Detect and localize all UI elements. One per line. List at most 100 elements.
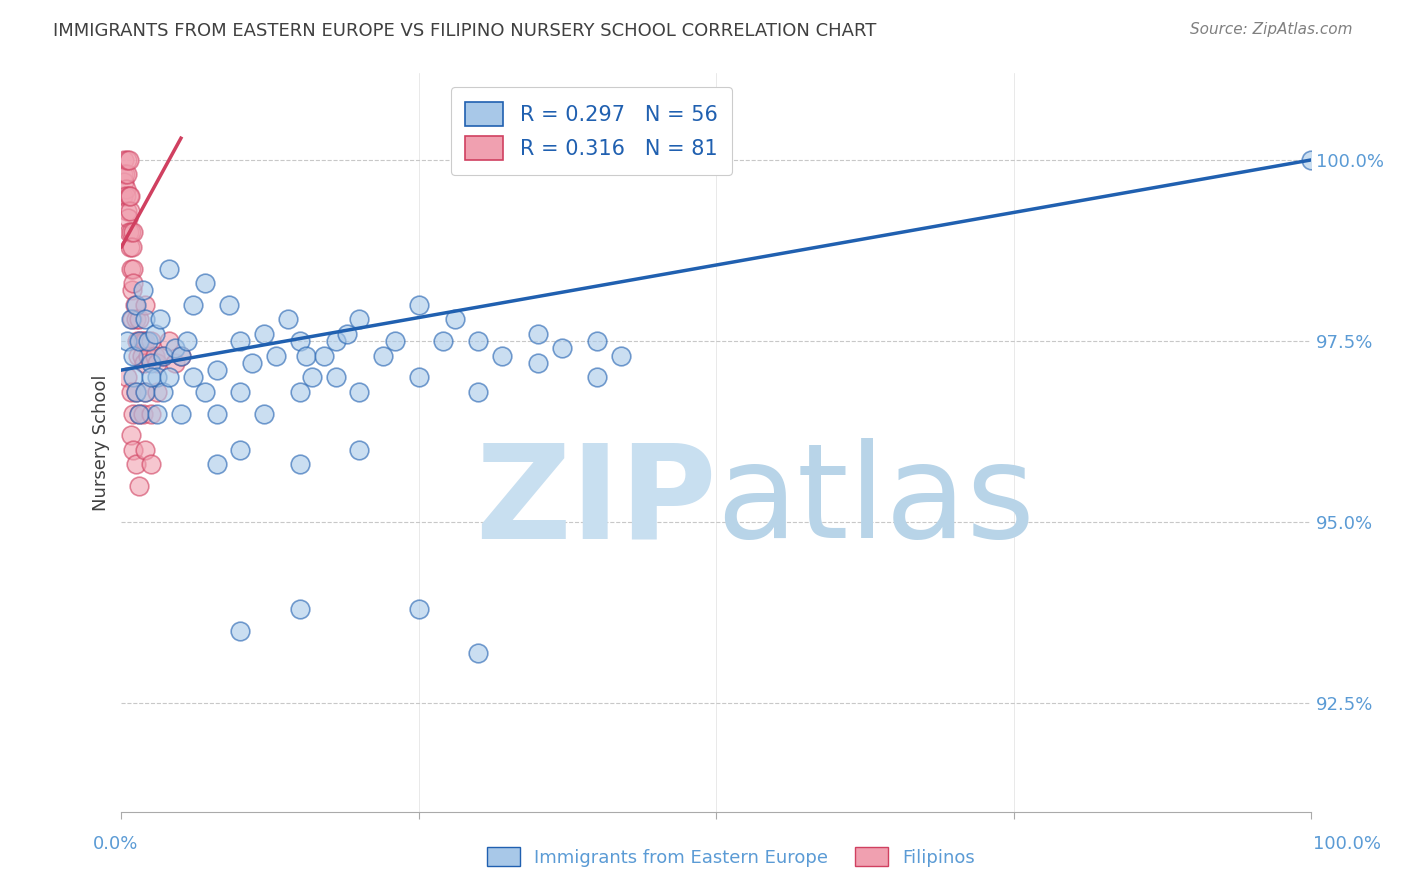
Point bbox=[125, 457, 148, 471]
Legend: Immigrants from Eastern Europe, Filipinos: Immigrants from Eastern Europe, Filipino… bbox=[479, 840, 983, 874]
Point bbox=[125, 384, 148, 399]
Point bbox=[117, 203, 139, 218]
Point bbox=[181, 298, 204, 312]
Point bbox=[141, 370, 163, 384]
Point bbox=[112, 153, 135, 167]
Point bbox=[128, 407, 150, 421]
Point bbox=[122, 407, 145, 421]
Point bbox=[157, 334, 180, 348]
Point bbox=[349, 312, 371, 326]
Point bbox=[295, 349, 318, 363]
Point bbox=[132, 284, 155, 298]
Point bbox=[128, 334, 150, 348]
Point bbox=[121, 284, 143, 298]
Point bbox=[115, 168, 138, 182]
Point bbox=[467, 384, 489, 399]
Point bbox=[349, 384, 371, 399]
Point bbox=[325, 370, 347, 384]
Point bbox=[127, 349, 149, 363]
Point bbox=[143, 326, 166, 341]
Point bbox=[141, 356, 163, 370]
Point bbox=[122, 370, 145, 384]
Point bbox=[120, 428, 142, 442]
Point bbox=[432, 334, 454, 348]
Point bbox=[288, 457, 311, 471]
Point bbox=[181, 370, 204, 384]
Point bbox=[120, 384, 142, 399]
Point bbox=[114, 182, 136, 196]
Point bbox=[148, 312, 170, 326]
Point bbox=[373, 349, 395, 363]
Point bbox=[131, 349, 153, 363]
Point bbox=[111, 168, 134, 182]
Point bbox=[229, 384, 252, 399]
Point bbox=[146, 356, 169, 370]
Point bbox=[586, 370, 609, 384]
Point bbox=[349, 442, 371, 457]
Point bbox=[117, 153, 139, 167]
Point bbox=[128, 312, 150, 326]
Point bbox=[146, 407, 169, 421]
Point bbox=[408, 370, 430, 384]
Point bbox=[132, 407, 155, 421]
Point bbox=[129, 334, 152, 348]
Point bbox=[118, 203, 141, 218]
Point bbox=[288, 384, 311, 399]
Point bbox=[117, 189, 139, 203]
Point bbox=[112, 175, 135, 189]
Point bbox=[125, 312, 148, 326]
Point bbox=[253, 407, 276, 421]
Point bbox=[229, 624, 252, 638]
Text: 100.0%: 100.0% bbox=[1313, 835, 1381, 853]
Point bbox=[586, 334, 609, 348]
Text: IMMIGRANTS FROM EASTERN EUROPE VS FILIPINO NURSERY SCHOOL CORRELATION CHART: IMMIGRANTS FROM EASTERN EUROPE VS FILIPI… bbox=[53, 22, 877, 40]
Point bbox=[336, 326, 359, 341]
Point bbox=[134, 298, 156, 312]
Point bbox=[146, 384, 169, 399]
Point bbox=[1301, 153, 1323, 167]
Point bbox=[134, 442, 156, 457]
Point bbox=[117, 370, 139, 384]
Point bbox=[152, 384, 174, 399]
Point bbox=[610, 349, 633, 363]
Point bbox=[205, 363, 228, 377]
Point bbox=[134, 312, 156, 326]
Point bbox=[205, 407, 228, 421]
Point bbox=[288, 334, 311, 348]
Point bbox=[157, 261, 180, 276]
Point bbox=[408, 298, 430, 312]
Point bbox=[114, 168, 136, 182]
Point bbox=[194, 276, 217, 290]
Point bbox=[205, 457, 228, 471]
Point bbox=[146, 370, 169, 384]
Point bbox=[125, 298, 148, 312]
Point bbox=[218, 298, 240, 312]
Y-axis label: Nursery School: Nursery School bbox=[93, 375, 110, 511]
Point bbox=[141, 457, 163, 471]
Point bbox=[134, 384, 156, 399]
Point bbox=[240, 356, 263, 370]
Text: 0.0%: 0.0% bbox=[93, 835, 138, 853]
Point bbox=[194, 384, 217, 399]
Point bbox=[253, 326, 276, 341]
Point bbox=[152, 349, 174, 363]
Point bbox=[170, 349, 193, 363]
Point bbox=[124, 298, 146, 312]
Point bbox=[122, 226, 145, 240]
Point bbox=[115, 189, 138, 203]
Point bbox=[122, 349, 145, 363]
Text: ZIP: ZIP bbox=[475, 438, 716, 566]
Point bbox=[120, 312, 142, 326]
Point bbox=[384, 334, 406, 348]
Point bbox=[229, 442, 252, 457]
Point bbox=[288, 602, 311, 616]
Point bbox=[118, 240, 141, 254]
Point bbox=[125, 384, 148, 399]
Point bbox=[229, 334, 252, 348]
Point bbox=[443, 312, 465, 326]
Text: atlas: atlas bbox=[716, 438, 1035, 566]
Point bbox=[128, 407, 150, 421]
Point bbox=[264, 349, 287, 363]
Point bbox=[141, 334, 163, 348]
Point bbox=[128, 479, 150, 493]
